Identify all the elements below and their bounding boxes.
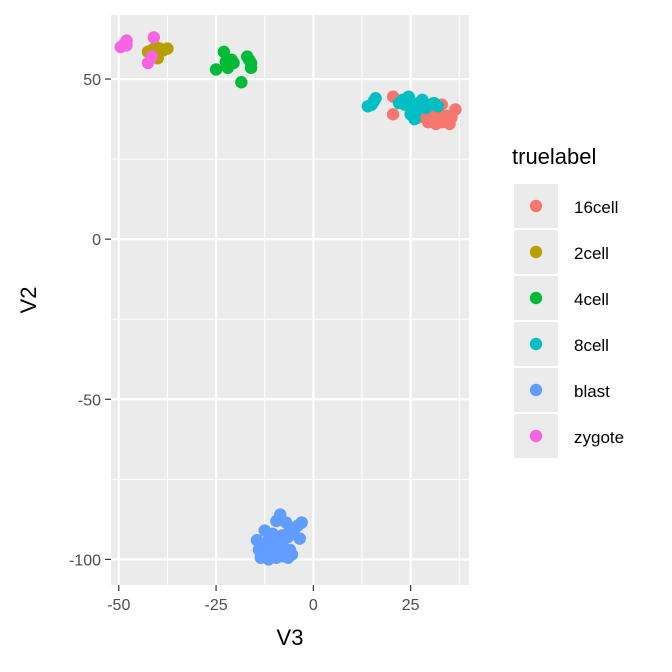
point-8cell — [398, 98, 411, 111]
legend-key-16cell — [529, 199, 543, 213]
legend-key-zygote — [529, 429, 543, 443]
x-tick-label: 25 — [402, 597, 420, 614]
y-axis: -100 -50 0 50 — [69, 72, 111, 569]
point-8cell — [431, 100, 445, 113]
point-8cell — [369, 92, 382, 105]
x-axis: -50 -25 0 25 — [107, 585, 420, 614]
y-tick-label: -100 — [69, 552, 101, 569]
x-tick-label: -25 — [205, 597, 228, 614]
y-tick-label: 50 — [83, 72, 101, 89]
point-blast — [270, 514, 283, 528]
point-blast — [285, 548, 299, 561]
legend-key-8cell — [529, 337, 543, 351]
legend-label-2cell: 2cell — [574, 244, 609, 263]
point-zygote — [147, 31, 161, 44]
point-4cell — [244, 61, 258, 75]
point-zygote — [120, 39, 133, 52]
point-2cell — [161, 42, 174, 55]
x-axis-title: V3 — [277, 625, 304, 650]
point-4cell — [209, 63, 223, 76]
legend-title: truelabel — [512, 144, 596, 169]
legend-label-blast: blast — [574, 382, 610, 401]
point-8cell — [410, 104, 423, 118]
y-tick-label: 0 — [92, 232, 101, 249]
legend-key-2cell — [529, 245, 543, 259]
point-4cell — [235, 76, 248, 89]
x-tick-label: -50 — [107, 597, 130, 614]
legend-label-zygote: zygote — [574, 428, 624, 447]
point-blast — [295, 516, 308, 529]
point-16cell — [435, 116, 448, 129]
point-2cell — [149, 40, 162, 54]
legend: truelabel 16cell 2cell 4cell 8cell blast zygo… — [512, 144, 624, 458]
point-16cell — [449, 103, 462, 116]
point-4cell — [217, 45, 231, 59]
legend-key-blast — [529, 383, 543, 397]
legend-label-16cell: 16cell — [574, 198, 618, 217]
y-axis-title: V2 — [16, 287, 41, 314]
point-4cell — [221, 60, 234, 73]
legend-label-4cell: 4cell — [574, 290, 609, 309]
point-zygote — [145, 50, 159, 63]
point-blast — [293, 532, 306, 545]
legend-key-4cell — [529, 291, 543, 305]
legend-keys: 16cell 2cell 4cell 8cell blast zygote — [514, 184, 624, 458]
point-16cell — [386, 108, 400, 121]
x-tick-label: 0 — [309, 597, 318, 614]
data-points — [114, 31, 462, 566]
y-tick-label: -50 — [78, 392, 101, 409]
legend-label-8cell: 8cell — [574, 336, 609, 355]
